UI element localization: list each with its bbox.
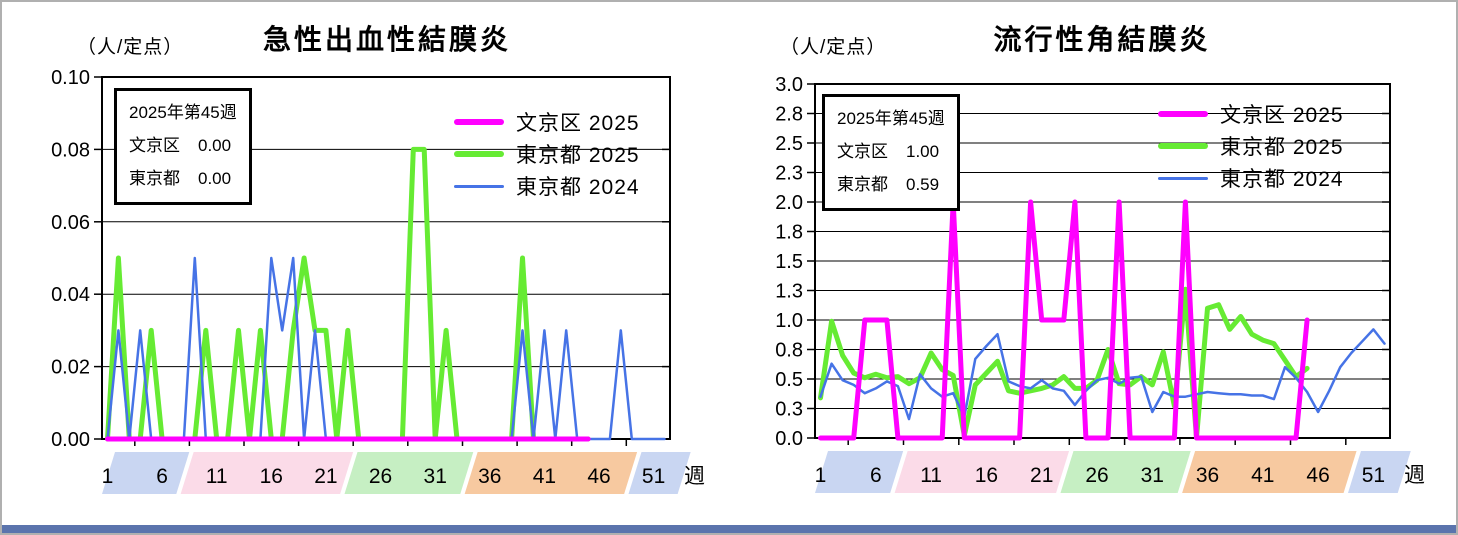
svg-text:46: 46 xyxy=(1306,464,1329,487)
right-unit-label: （人/定点） xyxy=(780,37,887,58)
svg-text:41: 41 xyxy=(1251,464,1274,487)
legend-label: 文京区 2025 xyxy=(1220,104,1344,127)
tokyo-2025-line-swatch xyxy=(1158,143,1208,149)
svg-text:0.06: 0.06 xyxy=(51,212,90,234)
svg-text:0.04: 0.04 xyxy=(51,284,90,306)
svg-text:0.5: 0.5 xyxy=(775,369,803,391)
svg-text:21: 21 xyxy=(1030,464,1053,487)
right-chart-title: 流行性角結膜炎 xyxy=(993,24,1211,55)
svg-text:51: 51 xyxy=(1362,464,1385,487)
info-row: 文京区 1.00 xyxy=(837,135,945,168)
info-row: 東京都 0.00 xyxy=(129,162,237,195)
left-unit-label: （人/定点） xyxy=(77,37,184,58)
svg-text:0.3: 0.3 xyxy=(775,399,803,421)
svg-text:0.0: 0.0 xyxy=(775,428,803,450)
svg-text:16: 16 xyxy=(975,464,998,487)
svg-text:1: 1 xyxy=(815,464,827,487)
svg-text:0.10: 0.10 xyxy=(51,67,90,89)
left-chart-title: 急性出血性結膜炎 xyxy=(262,24,511,55)
svg-text:0.08: 0.08 xyxy=(51,139,90,161)
svg-text:0.00: 0.00 xyxy=(51,429,90,451)
info-row: 文京区 0.00 xyxy=(129,129,237,162)
info-row-label: 東京都 xyxy=(129,169,180,188)
right-legend: 文京区 2025 東京都 2025 東京都 2024 xyxy=(1158,98,1344,194)
legend-label: 文京区 2025 xyxy=(516,112,640,135)
info-row: 東京都 0.59 xyxy=(837,168,945,201)
tokyo-2024-line-swatch xyxy=(454,184,504,188)
svg-text:2.3: 2.3 xyxy=(775,163,803,185)
svg-text:6: 6 xyxy=(870,464,882,487)
legend-item: 東京都 2025 xyxy=(1158,130,1344,162)
left-info-box: 2025年第45週 文京区 0.00 東京都 0.00 xyxy=(114,88,252,205)
info-row-value: 0.00 xyxy=(198,136,232,155)
svg-text:0.02: 0.02 xyxy=(51,357,90,379)
legend-label: 東京都 2025 xyxy=(516,144,640,167)
legend-item: 文京区 2025 xyxy=(1158,98,1344,130)
report-week: 2025年第45週 xyxy=(129,103,237,122)
svg-text:2.5: 2.5 xyxy=(775,133,803,155)
tokyo-2025-line-swatch xyxy=(454,151,504,157)
svg-text:1.0: 1.0 xyxy=(775,310,803,332)
svg-text:11: 11 xyxy=(920,464,942,487)
tokyo-2024-line-swatch xyxy=(1158,176,1208,180)
svg-text:1: 1 xyxy=(102,465,114,488)
svg-text:0.8: 0.8 xyxy=(775,340,803,362)
svg-text:31: 31 xyxy=(424,465,447,488)
window-bottom-bar xyxy=(2,525,1456,533)
info-row-label: 東京都 xyxy=(837,175,888,194)
legend-label: 東京都 2024 xyxy=(1220,168,1344,191)
svg-text:21: 21 xyxy=(314,465,337,488)
bunkyo-2025-line-swatch xyxy=(454,119,504,125)
svg-text:2.0: 2.0 xyxy=(775,192,803,214)
svg-text:26: 26 xyxy=(1085,464,1108,487)
left-legend: 文京区 2025 東京都 2025 東京都 2024 xyxy=(454,106,640,202)
svg-text:31: 31 xyxy=(1141,464,1164,487)
svg-text:46: 46 xyxy=(587,465,610,488)
report-week: 2025年第45週 xyxy=(837,109,945,128)
legend-label: 東京都 2024 xyxy=(516,176,640,199)
svg-text:1.5: 1.5 xyxy=(775,251,803,273)
info-row-value: 1.00 xyxy=(906,142,940,161)
svg-text:6: 6 xyxy=(156,465,168,488)
svg-text:36: 36 xyxy=(478,465,501,488)
right-info-box: 2025年第45週 文京区 1.00 東京都 0.59 xyxy=(822,94,960,211)
svg-text:3.0: 3.0 xyxy=(775,74,803,96)
legend-item: 文京区 2025 xyxy=(454,106,640,138)
info-row-label: 文京区 xyxy=(837,142,888,161)
legend-label: 東京都 2025 xyxy=(1220,136,1344,159)
svg-text:1.3: 1.3 xyxy=(775,281,803,303)
svg-text:週: 週 xyxy=(684,465,705,488)
legend-item: 東京都 2024 xyxy=(1158,162,1344,194)
svg-text:11: 11 xyxy=(206,465,228,488)
svg-text:16: 16 xyxy=(260,465,283,488)
info-row-value: 0.00 xyxy=(198,169,232,188)
svg-text:1.8: 1.8 xyxy=(775,222,803,244)
svg-text:週: 週 xyxy=(1404,464,1425,487)
bunkyo-2025-line-swatch xyxy=(1158,111,1208,117)
svg-text:51: 51 xyxy=(642,465,665,488)
svg-text:36: 36 xyxy=(1196,464,1219,487)
info-row-label: 文京区 xyxy=(129,136,180,155)
legend-item: 東京都 2024 xyxy=(454,170,640,202)
svg-text:2.8: 2.8 xyxy=(775,104,803,126)
acute-hemorrhagic-conjunctivitis-chart: 1 6 11 16 21 26 31 36 41 46 51 週0.100.080.060.040.0… xyxy=(51,67,705,494)
svg-text:41: 41 xyxy=(533,465,556,488)
info-row-value: 0.59 xyxy=(906,175,940,194)
svg-text:26: 26 xyxy=(369,465,392,488)
legend-item: 東京都 2025 xyxy=(454,138,640,170)
